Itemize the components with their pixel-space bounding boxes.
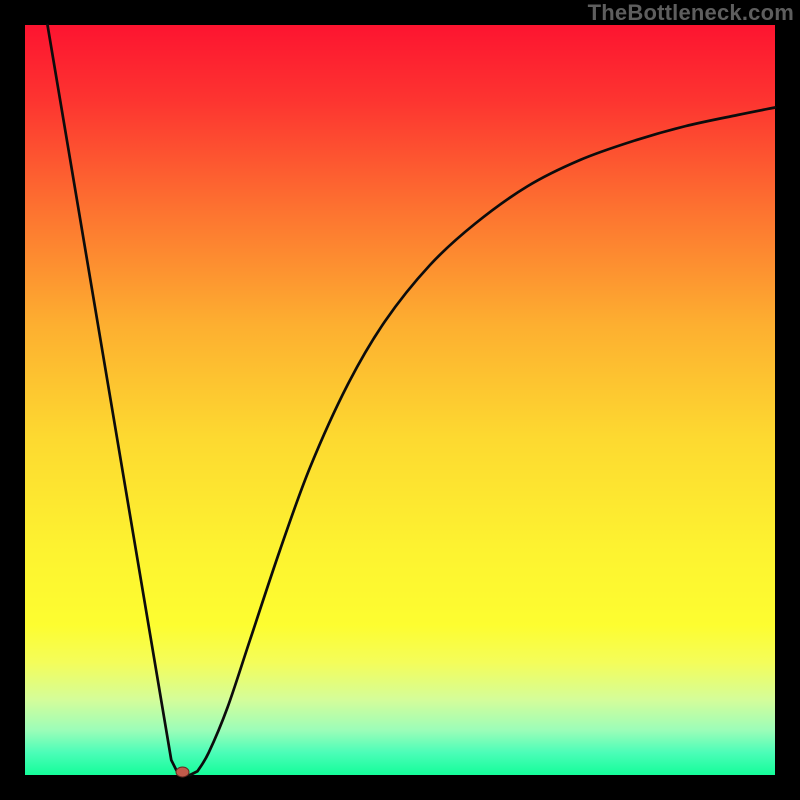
bottleneck-chart	[0, 0, 800, 800]
watermark-label: TheBottleneck.com	[588, 0, 794, 26]
optimal-point-marker	[176, 767, 189, 777]
chart-stage: TheBottleneck.com	[0, 0, 800, 800]
plot-background	[25, 25, 775, 775]
